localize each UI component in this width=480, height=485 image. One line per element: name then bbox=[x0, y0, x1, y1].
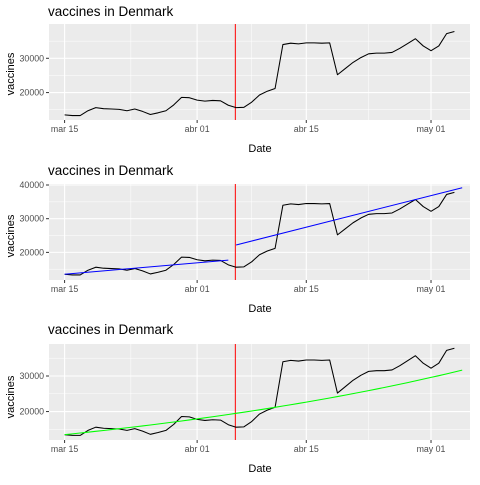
chart-2-y-axis-label: vaccines bbox=[5, 214, 17, 257]
chart-2-fit-line bbox=[235, 187, 463, 246]
chart-2-x-tick-label: abr 01 bbox=[185, 284, 210, 294]
chart-panel-2: vaccines in Denmark vaccines Date 20000 3… bbox=[5, 163, 470, 315]
chart-1-x-axis-label: Date bbox=[248, 143, 271, 155]
chart-2-vaccines-line bbox=[64, 191, 455, 276]
chart-panel-3: vaccines in Denmark vaccines Date 20000 3… bbox=[5, 322, 470, 475]
chart-3-x-axis-label: Date bbox=[248, 463, 271, 475]
chart-1-y-tick-label: 20000 bbox=[20, 88, 45, 98]
chart-3-plot-area bbox=[49, 344, 470, 440]
chart-3-y-tick-label: 20000 bbox=[20, 407, 45, 417]
chart-2-y-tick-label: 40000 bbox=[20, 180, 45, 190]
chart-1-y-axis-label: vaccines bbox=[5, 52, 17, 95]
chart-1-x-tick-label: mar 15 bbox=[51, 124, 78, 134]
chart-2-x-tick-label: mar 15 bbox=[51, 284, 78, 294]
chart-2-x-axis-label: Date bbox=[248, 303, 271, 315]
chart-2-y-tick-label: 30000 bbox=[20, 214, 45, 224]
chart-3-x-tick-label: abr 01 bbox=[185, 444, 210, 454]
chart-1-x-tick-label: may 01 bbox=[417, 124, 446, 134]
chart-2-fit-line bbox=[64, 259, 229, 275]
chart-2-x-tick-label: abr 15 bbox=[294, 284, 319, 294]
chart-3-title: vaccines in Denmark bbox=[48, 322, 174, 337]
chart-2-y-tick-label: 20000 bbox=[20, 247, 45, 257]
chart-3-fit-line bbox=[64, 369, 463, 436]
chart-2-plot-area bbox=[49, 184, 470, 280]
chart-1-x-tick-label: abr 15 bbox=[294, 124, 319, 134]
chart-2-title: vaccines in Denmark bbox=[48, 163, 174, 178]
chart-3-x-tick-label: abr 15 bbox=[294, 444, 319, 454]
chart-1-vaccines-line bbox=[64, 31, 455, 117]
chart-1-x-tick-label: abr 01 bbox=[185, 124, 210, 134]
chart-1-y-tick-label: 30000 bbox=[20, 53, 45, 63]
chart-3-x-tick-label: mar 15 bbox=[51, 444, 78, 454]
chart-1-title: vaccines in Denmark bbox=[48, 4, 174, 19]
chart-3-y-tick-label: 30000 bbox=[20, 371, 45, 381]
chart-1-plot-area bbox=[49, 24, 470, 120]
chart-3-y-axis-label: vaccines bbox=[5, 375, 17, 418]
chart-panel-1: vaccines in Denmark vaccines Date 20000 3… bbox=[5, 4, 470, 155]
chart-3-x-tick-label: may 01 bbox=[417, 444, 446, 454]
chart-2-x-tick-label: may 01 bbox=[417, 284, 446, 294]
chart-3-vaccines-line bbox=[64, 347, 455, 436]
